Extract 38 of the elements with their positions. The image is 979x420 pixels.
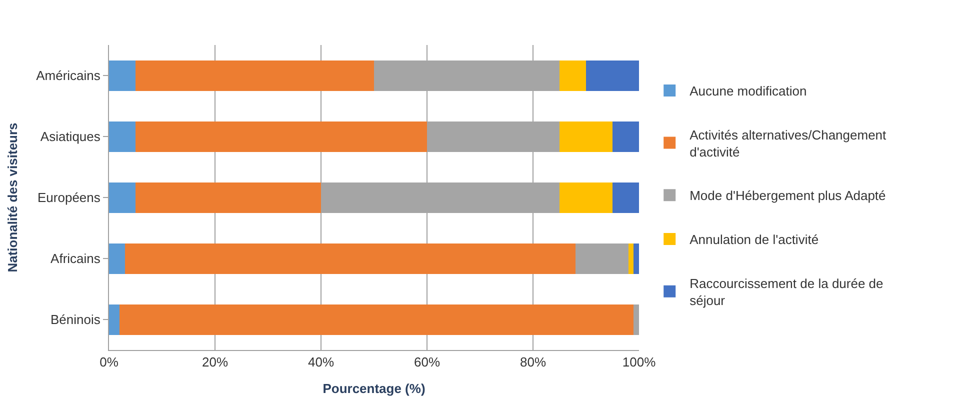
bar [109, 121, 136, 152]
y-axis-title: Nationalité des visiteurs [5, 122, 20, 272]
bar [612, 121, 639, 152]
x-tick-label: 100% [622, 354, 656, 370]
bar [109, 243, 125, 274]
bar [634, 243, 639, 274]
legend-label: Aucune modification [690, 84, 807, 99]
y-tick-label: Américains [36, 68, 101, 84]
bar [120, 304, 634, 335]
bar [575, 243, 628, 274]
y-tick-label: Asiatiques [40, 129, 101, 144]
bar [560, 60, 586, 91]
bar [109, 304, 120, 335]
y-tick-label: Africains [50, 251, 101, 266]
legend-label: Raccourcissement de la durée de séjour [690, 276, 884, 308]
x-tick-label: 80% [520, 354, 546, 370]
bar [109, 60, 136, 91]
bar [136, 182, 321, 213]
legend-label: Mode d'Hébergement plus Adapté [690, 188, 886, 204]
y-tick-label: Béninois [50, 312, 101, 328]
bar [634, 304, 639, 335]
x-tick-label: 40% [308, 354, 334, 370]
legend-label: Annulation de l'activité [690, 232, 819, 248]
bar [109, 182, 136, 213]
bar [560, 121, 612, 152]
bar [628, 243, 634, 274]
x-tick-label: 60% [414, 354, 440, 370]
bar [124, 243, 576, 274]
x-axis-title: Pourcentage (%) [322, 381, 426, 396]
y-tick-label: Européens [38, 190, 101, 206]
legend-label: Activités alternatives/Changement d'activité [690, 127, 887, 160]
x-tick-label: 20% [202, 354, 228, 370]
bar [136, 60, 374, 91]
bar [560, 182, 612, 213]
x-tick-label: 0% [100, 354, 119, 370]
bar [586, 60, 639, 91]
bar [612, 182, 639, 213]
bar [136, 121, 427, 152]
